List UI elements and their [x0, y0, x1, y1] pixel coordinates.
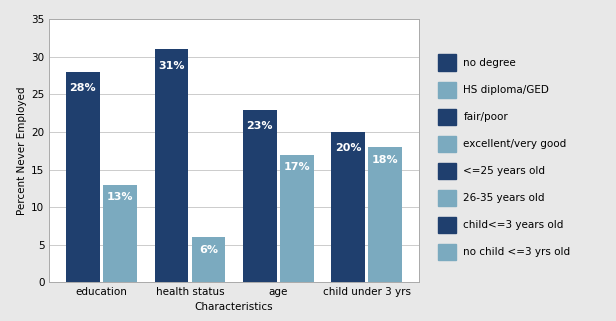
Text: 18%: 18% [372, 155, 399, 165]
Text: 6%: 6% [199, 245, 218, 255]
Text: <=25 years old: <=25 years old [463, 166, 545, 176]
Bar [280, 155, 314, 282]
Bar [331, 132, 365, 282]
Text: 28%: 28% [70, 83, 96, 93]
Bar [192, 237, 225, 282]
Text: 26-35 years old: 26-35 years old [463, 193, 545, 203]
Bar [439, 55, 456, 71]
Bar [439, 163, 456, 179]
Bar [439, 190, 456, 206]
X-axis label: Characteristics: Characteristics [195, 301, 274, 311]
Bar [439, 244, 456, 260]
Bar [439, 82, 456, 98]
Text: 13%: 13% [107, 192, 133, 202]
Bar [66, 72, 100, 282]
Bar [155, 49, 188, 282]
Bar [439, 108, 456, 125]
Y-axis label: Percent Never Employed: Percent Never Employed [17, 87, 27, 215]
Text: child<=3 years old: child<=3 years old [463, 220, 564, 230]
Text: no degree: no degree [463, 57, 516, 67]
Bar [439, 136, 456, 152]
Bar [368, 147, 402, 282]
Text: 31%: 31% [158, 61, 185, 71]
Text: no child <=3 yrs old: no child <=3 yrs old [463, 247, 570, 257]
Text: HS diploma/GED: HS diploma/GED [463, 85, 549, 95]
Text: fair/poor: fair/poor [463, 112, 508, 122]
Text: 23%: 23% [246, 121, 273, 131]
Bar [243, 109, 277, 282]
Bar [439, 217, 456, 233]
Text: 20%: 20% [335, 143, 362, 153]
Text: excellent/very good: excellent/very good [463, 139, 567, 149]
Text: 17%: 17% [283, 162, 310, 172]
Bar [103, 185, 137, 282]
